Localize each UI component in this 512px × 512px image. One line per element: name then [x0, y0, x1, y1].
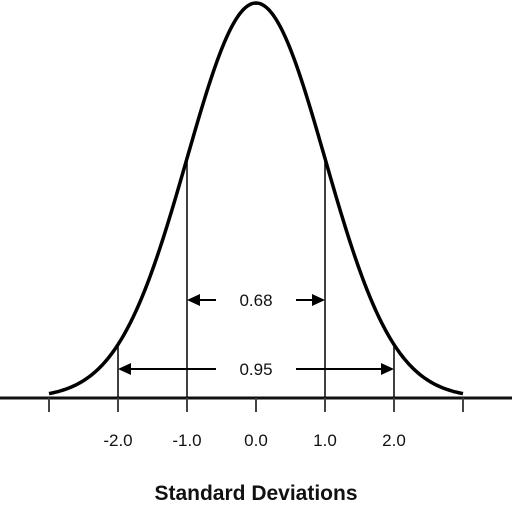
span-arrow-left-head	[187, 294, 200, 306]
span-arrow-right-head	[312, 294, 325, 306]
span-0: 0.68	[187, 291, 325, 310]
x-axis-tick-labels: -2.0 -1.0 0.0 1.0 2.0	[103, 431, 405, 450]
x-tick-label: 2.0	[382, 431, 406, 450]
span-label: 0.68	[239, 291, 272, 310]
span-arrow-left-head	[118, 363, 131, 375]
x-tick-label: 0.0	[244, 431, 268, 450]
x-axis-ticks	[48, 398, 464, 412]
x-tick-label: -2.0	[103, 431, 132, 450]
span-1: 0.95	[118, 360, 394, 379]
probability-spans: 0.68 0.95	[118, 291, 394, 379]
normal-curve	[48, 1, 464, 396]
x-tick-label: 1.0	[313, 431, 337, 450]
x-axis-label: Standard Deviations	[154, 482, 357, 505]
x-tick-label: -1.0	[172, 431, 201, 450]
reference-lines	[117, 158, 395, 398]
span-arrow-right-head	[381, 363, 394, 375]
span-label: 0.95	[239, 360, 272, 379]
